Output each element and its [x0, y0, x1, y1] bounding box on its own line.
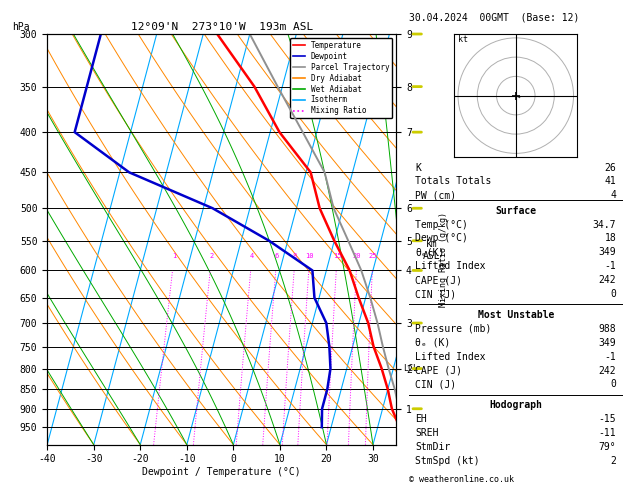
- Text: CIN (J): CIN (J): [415, 380, 457, 389]
- Text: 30.04.2024  00GMT  (Base: 12): 30.04.2024 00GMT (Base: 12): [409, 12, 579, 22]
- Text: 988: 988: [599, 324, 616, 334]
- Text: 349: 349: [599, 338, 616, 347]
- Text: 0: 0: [610, 380, 616, 389]
- Title: 12°09'N  273°10'W  193m ASL: 12°09'N 273°10'W 193m ASL: [131, 22, 313, 32]
- Text: © weatheronline.co.uk: © weatheronline.co.uk: [409, 474, 514, 484]
- Text: θₑ (K): θₑ (K): [415, 338, 450, 347]
- Text: 2: 2: [209, 253, 213, 259]
- Legend: Temperature, Dewpoint, Parcel Trajectory, Dry Adiabat, Wet Adiabat, Isotherm, Mi: Temperature, Dewpoint, Parcel Trajectory…: [290, 38, 392, 119]
- Text: 41: 41: [604, 176, 616, 187]
- Text: LCL: LCL: [403, 364, 418, 373]
- Text: Lifted Index: Lifted Index: [415, 351, 486, 362]
- Text: Dewp (°C): Dewp (°C): [415, 233, 468, 243]
- Text: θₑ(K): θₑ(K): [415, 247, 445, 257]
- Text: Most Unstable: Most Unstable: [477, 310, 554, 320]
- Text: 6: 6: [274, 253, 279, 259]
- Text: CAPE (J): CAPE (J): [415, 365, 462, 376]
- Text: 79°: 79°: [599, 442, 616, 452]
- Text: Lifted Index: Lifted Index: [415, 261, 486, 271]
- Text: Pressure (mb): Pressure (mb): [415, 324, 492, 334]
- Text: 8: 8: [293, 253, 297, 259]
- Text: -15: -15: [599, 414, 616, 424]
- Text: -11: -11: [599, 428, 616, 438]
- Text: 34.7: 34.7: [593, 220, 616, 229]
- Text: StmDir: StmDir: [415, 442, 450, 452]
- Text: K: K: [415, 162, 421, 173]
- X-axis label: Dewpoint / Temperature (°C): Dewpoint / Temperature (°C): [142, 467, 301, 477]
- Text: 18: 18: [604, 233, 616, 243]
- Text: 2: 2: [610, 456, 616, 466]
- Text: SREH: SREH: [415, 428, 439, 438]
- Text: Surface: Surface: [495, 206, 537, 216]
- Text: 20: 20: [353, 253, 361, 259]
- Text: PW (cm): PW (cm): [415, 191, 457, 200]
- Text: 0: 0: [610, 289, 616, 299]
- Text: Hodograph: Hodograph: [489, 400, 542, 410]
- Y-axis label: km
ASL: km ASL: [423, 240, 440, 261]
- Text: CAPE (J): CAPE (J): [415, 275, 462, 285]
- Text: -1: -1: [604, 261, 616, 271]
- Text: 349: 349: [599, 247, 616, 257]
- Text: Mixing Ratio (g/kg): Mixing Ratio (g/kg): [439, 212, 448, 307]
- Text: hPa: hPa: [13, 21, 30, 32]
- Text: Temp (°C): Temp (°C): [415, 220, 468, 229]
- Text: -1: -1: [604, 351, 616, 362]
- Text: StmSpd (kt): StmSpd (kt): [415, 456, 480, 466]
- Text: CIN (J): CIN (J): [415, 289, 457, 299]
- Text: Totals Totals: Totals Totals: [415, 176, 492, 187]
- Text: 15: 15: [333, 253, 341, 259]
- Text: 1: 1: [172, 253, 176, 259]
- Text: 4: 4: [610, 191, 616, 200]
- Text: 26: 26: [604, 162, 616, 173]
- Text: 10: 10: [305, 253, 314, 259]
- Text: 25: 25: [369, 253, 377, 259]
- Text: 242: 242: [599, 365, 616, 376]
- Text: EH: EH: [415, 414, 427, 424]
- Text: 242: 242: [599, 275, 616, 285]
- Text: 4: 4: [250, 253, 254, 259]
- Text: kt: kt: [458, 35, 468, 44]
